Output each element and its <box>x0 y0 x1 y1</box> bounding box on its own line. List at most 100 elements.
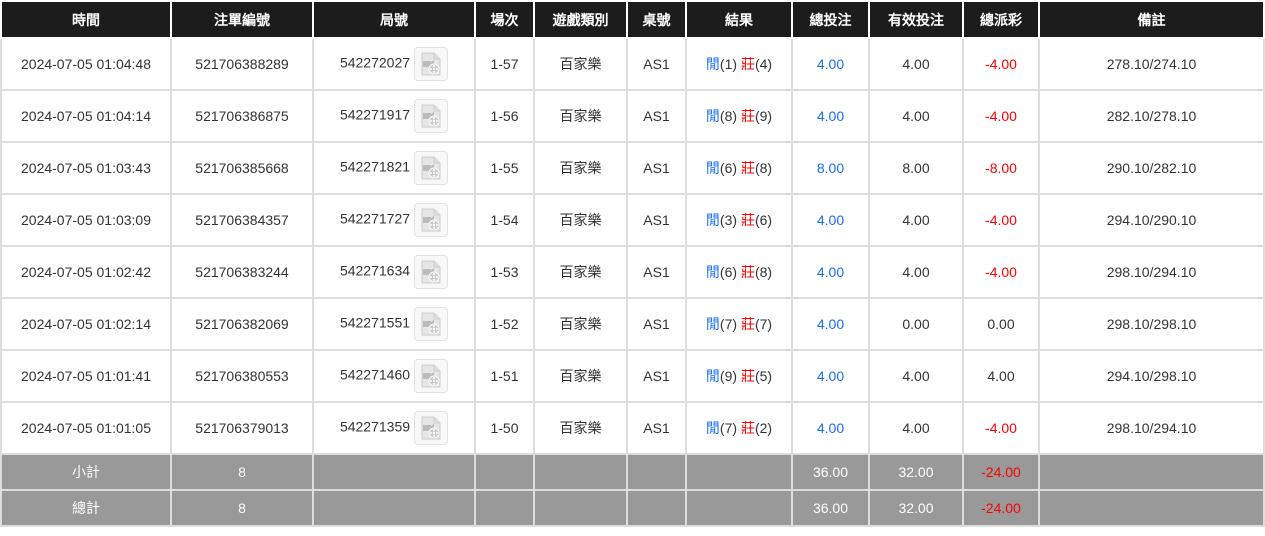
time-cell: 2024-07-05 01:03:09 <box>0 193 172 247</box>
note-cell: 282.10/278.10 <box>1038 89 1265 143</box>
player-points: (7) <box>719 316 738 332</box>
bet-id-cell: 521706388289 <box>170 37 314 91</box>
valid-bet-cell: 4.00 <box>868 37 964 91</box>
valid-bet-cell: 0.00 <box>868 297 964 351</box>
bet-id-cell: 521706385668 <box>170 141 314 195</box>
video-file-icon[interactable] <box>414 307 449 341</box>
player-label: 閒 <box>705 316 720 332</box>
banker-points: (4) <box>754 56 773 72</box>
player-label: 閒 <box>705 264 720 280</box>
round-number: 542271917 <box>339 106 411 123</box>
time-cell: 2024-07-05 01:02:14 <box>0 297 172 351</box>
header-bet-id: 注單編號 <box>170 2 314 39</box>
video-file-icon[interactable] <box>414 151 449 185</box>
table-row: 2024-07-05 01:01:41 521706380553 5422714… <box>0 349 1265 403</box>
video-file-icon[interactable] <box>414 99 449 133</box>
table-row: 2024-07-05 01:02:42 521706383244 5422716… <box>0 245 1265 299</box>
payout-cell: -8.00 <box>962 141 1040 195</box>
table-row: 2024-07-05 01:03:09 521706384357 5422717… <box>0 193 1265 247</box>
video-file-icon[interactable] <box>414 203 449 237</box>
subtotal-count: 8 <box>170 453 314 491</box>
total-bet-cell: 8.00 <box>791 141 870 195</box>
banker-label: 莊 <box>740 108 755 124</box>
payout-cell: 0.00 <box>962 297 1040 351</box>
table-no-cell: AS1 <box>626 141 687 195</box>
table-no-cell: AS1 <box>626 245 687 299</box>
grand_total-row: 總計 8 36.00 32.00 -24.00 <box>0 489 1265 527</box>
time-cell: 2024-07-05 01:01:05 <box>0 401 172 455</box>
banker-points: (6) <box>754 212 773 228</box>
subtotal-label: 小計 <box>0 453 172 491</box>
bet-id-cell: 521706383244 <box>170 245 314 299</box>
shoe-cell: 1-57 <box>474 37 535 91</box>
header-payout: 總派彩 <box>962 2 1040 39</box>
round-cell: 542271727 <box>312 193 476 247</box>
result-cell: 閒(6) 莊(8) <box>685 141 793 195</box>
subtotal-payout: -24.00 <box>962 453 1040 491</box>
player-points: (9) <box>719 368 738 384</box>
shoe-cell: 1-50 <box>474 401 535 455</box>
player-points: (1) <box>719 56 738 72</box>
total-bet-cell: 4.00 <box>791 37 870 91</box>
note-cell: 278.10/274.10 <box>1038 37 1265 91</box>
banker-points: (8) <box>754 264 773 280</box>
game-type-cell: 百家樂 <box>533 349 628 403</box>
round-cell: 542271460 <box>312 349 476 403</box>
video-file-icon[interactable] <box>414 359 449 393</box>
game-type-cell: 百家樂 <box>533 245 628 299</box>
table-row: 2024-07-05 01:04:14 521706386875 5422719… <box>0 89 1265 143</box>
header-total-bet: 總投注 <box>791 2 870 39</box>
valid-bet-cell: 4.00 <box>868 245 964 299</box>
header-valid-bet: 有效投注 <box>868 2 964 39</box>
round-number: 542271634 <box>339 262 411 279</box>
total-bet-cell: 4.00 <box>791 297 870 351</box>
total-bet-cell: 4.00 <box>791 349 870 403</box>
time-cell: 2024-07-05 01:02:42 <box>0 245 172 299</box>
round-cell: 542271634 <box>312 245 476 299</box>
payout-cell: -4.00 <box>962 89 1040 143</box>
game-type-cell: 百家樂 <box>533 89 628 143</box>
subtotal-total-bet: 36.00 <box>791 453 870 491</box>
player-label: 閒 <box>705 56 720 72</box>
game-type-cell: 百家樂 <box>533 37 628 91</box>
payout-cell: -4.00 <box>962 193 1040 247</box>
grand_total-payout: -24.00 <box>962 489 1040 527</box>
round-number: 542271359 <box>339 418 411 435</box>
valid-bet-cell: 4.00 <box>868 401 964 455</box>
table-row: 2024-07-05 01:04:48 521706388289 5422720… <box>0 37 1265 91</box>
valid-bet-cell: 8.00 <box>868 141 964 195</box>
banker-label: 莊 <box>740 368 755 384</box>
total-bet-cell: 4.00 <box>791 401 870 455</box>
shoe-cell: 1-53 <box>474 245 535 299</box>
grand_total-valid-bet: 32.00 <box>868 489 964 527</box>
game-type-cell: 百家樂 <box>533 297 628 351</box>
note-cell: 290.10/282.10 <box>1038 141 1265 195</box>
header-time: 時間 <box>0 2 172 39</box>
grand_total-label: 總計 <box>0 489 172 527</box>
video-file-icon[interactable] <box>414 47 449 81</box>
banker-points: (9) <box>754 108 773 124</box>
result-cell: 閒(1) 莊(4) <box>685 37 793 91</box>
round-number: 542271460 <box>339 366 411 383</box>
round-number: 542271727 <box>339 210 411 227</box>
shoe-cell: 1-52 <box>474 297 535 351</box>
round-cell: 542271359 <box>312 401 476 455</box>
banker-label: 莊 <box>740 316 755 332</box>
valid-bet-cell: 4.00 <box>868 89 964 143</box>
result-cell: 閒(7) 莊(7) <box>685 297 793 351</box>
table-no-cell: AS1 <box>626 37 687 91</box>
video-file-icon[interactable] <box>414 411 449 445</box>
time-cell: 2024-07-05 01:01:41 <box>0 349 172 403</box>
table-no-cell: AS1 <box>626 401 687 455</box>
table-no-cell: AS1 <box>626 193 687 247</box>
total-bet-cell: 4.00 <box>791 89 870 143</box>
video-file-icon[interactable] <box>414 255 449 289</box>
payout-cell: 4.00 <box>962 349 1040 403</box>
header-note: 備註 <box>1038 2 1265 39</box>
shoe-cell: 1-56 <box>474 89 535 143</box>
payout-cell: -4.00 <box>962 401 1040 455</box>
player-label: 閒 <box>705 212 720 228</box>
table-no-cell: AS1 <box>626 349 687 403</box>
player-points: (7) <box>719 420 738 436</box>
player-points: (6) <box>719 160 738 176</box>
